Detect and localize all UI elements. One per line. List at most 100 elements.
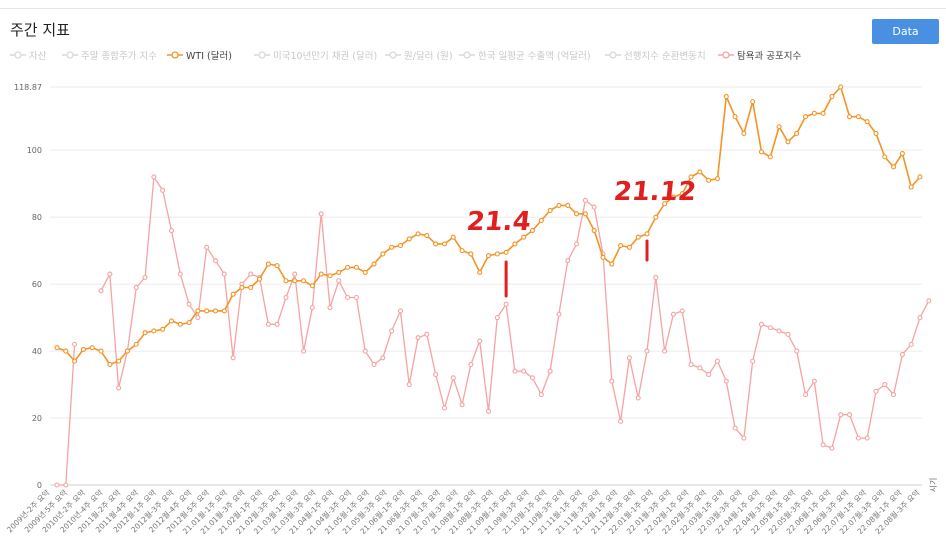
legend-label: 선행지수 순환변동치 [624, 51, 706, 62]
legend-item-asset[interactable]: 자산 [10, 48, 46, 62]
data-point [54, 345, 60, 351]
data-point [767, 154, 773, 160]
data-point [204, 244, 210, 250]
data-point [441, 241, 448, 247]
data-button[interactable]: Data [872, 19, 939, 44]
data-point [248, 271, 254, 277]
data-point [195, 315, 201, 321]
data-point [177, 321, 183, 327]
data-point [477, 338, 483, 344]
data-point [750, 99, 756, 105]
data-point [116, 385, 122, 391]
data-point [345, 294, 351, 301]
data-point [468, 251, 474, 257]
data-point [433, 371, 439, 378]
data-point [292, 271, 298, 277]
data-point [397, 308, 403, 314]
data-point [248, 284, 254, 291]
page-title: 주간 지표 [10, 21, 70, 39]
data-point [459, 402, 465, 408]
data-point [714, 358, 721, 364]
y-tick-label: 20 [32, 414, 42, 423]
legend-item-krw-usd[interactable]: 원/달러 (원) [385, 48, 453, 62]
data-point [635, 395, 641, 401]
x-axis-title: 시기 [929, 478, 938, 493]
data-point [529, 227, 536, 234]
data-point [98, 288, 104, 294]
data-point [899, 351, 905, 357]
data-point [697, 169, 703, 175]
data-point [168, 227, 175, 234]
data-point [794, 348, 800, 354]
data-point [565, 202, 571, 208]
data-point [265, 321, 271, 327]
data-point [397, 243, 403, 249]
legend-item-stock-index[interactable]: 주말 종합주가 지수 [62, 48, 157, 62]
data-point [318, 211, 324, 217]
data-point [503, 301, 509, 307]
data-point [873, 388, 879, 394]
data-point [864, 435, 870, 441]
data-point [468, 361, 474, 368]
data-point [723, 94, 729, 100]
data-point [415, 231, 421, 237]
data-point [908, 341, 914, 347]
annotation-label: 21.4 [465, 207, 532, 237]
data-point [283, 294, 289, 301]
data-point [494, 315, 500, 321]
legend-item-leading-index[interactable]: 선행지수 순환변동치 [605, 48, 706, 62]
data-point [529, 375, 536, 381]
legend-marker-icon [10, 51, 26, 59]
data-point [847, 412, 853, 418]
legend-label: 주말 종합주가 지수 [81, 51, 157, 62]
data-point [574, 211, 580, 217]
data-point [670, 311, 676, 317]
data-point [274, 263, 280, 269]
data-point [785, 331, 791, 337]
data-point [767, 325, 773, 331]
data-point [732, 425, 738, 431]
legend-marker-icon [459, 51, 475, 59]
data-point [239, 284, 245, 291]
data-point [556, 202, 562, 208]
y-tick-label: 0 [37, 481, 42, 490]
legend-item-wti[interactable]: WTI (달러) [167, 48, 232, 62]
data-point [98, 348, 104, 354]
legend-label: 미국10년만기 채권 (달러) [273, 51, 378, 62]
data-point [908, 184, 914, 190]
y-tick-label: 80 [32, 213, 42, 222]
data-point [547, 207, 553, 213]
data-point [450, 375, 456, 381]
data-point [318, 271, 324, 277]
data-point [133, 284, 139, 291]
legend-item-us-10y-bond[interactable]: 미국10년만기 채권 (달러) [254, 48, 377, 62]
y-tick-label: 40 [32, 347, 42, 356]
data-point [406, 382, 412, 388]
data-point [565, 258, 571, 264]
data-point [221, 271, 227, 277]
legend-item-fear-greed[interactable]: 탐욕과 공포지수 [718, 48, 801, 62]
data-point [679, 308, 685, 314]
data-point [653, 274, 659, 280]
data-point [80, 346, 86, 352]
data-point [274, 321, 280, 327]
data-point [503, 249, 509, 255]
data-point [301, 348, 307, 354]
data-point [142, 274, 148, 280]
data-point [802, 114, 809, 120]
y-tick-label: 100 [27, 146, 42, 155]
data-point [855, 114, 861, 120]
data-point [864, 119, 870, 125]
data-point [811, 110, 817, 116]
data-point [670, 194, 676, 200]
data-point [283, 278, 289, 284]
data-point [714, 176, 721, 182]
data-point [485, 253, 492, 259]
data-point [230, 355, 236, 361]
legend-item-korea-exports[interactable]: 한국 일평균 수출액 (억달러) [459, 48, 591, 62]
data-point [327, 304, 333, 311]
data-point [618, 243, 624, 249]
data-point [415, 335, 421, 341]
data-point [230, 291, 236, 297]
data-point [723, 378, 729, 384]
